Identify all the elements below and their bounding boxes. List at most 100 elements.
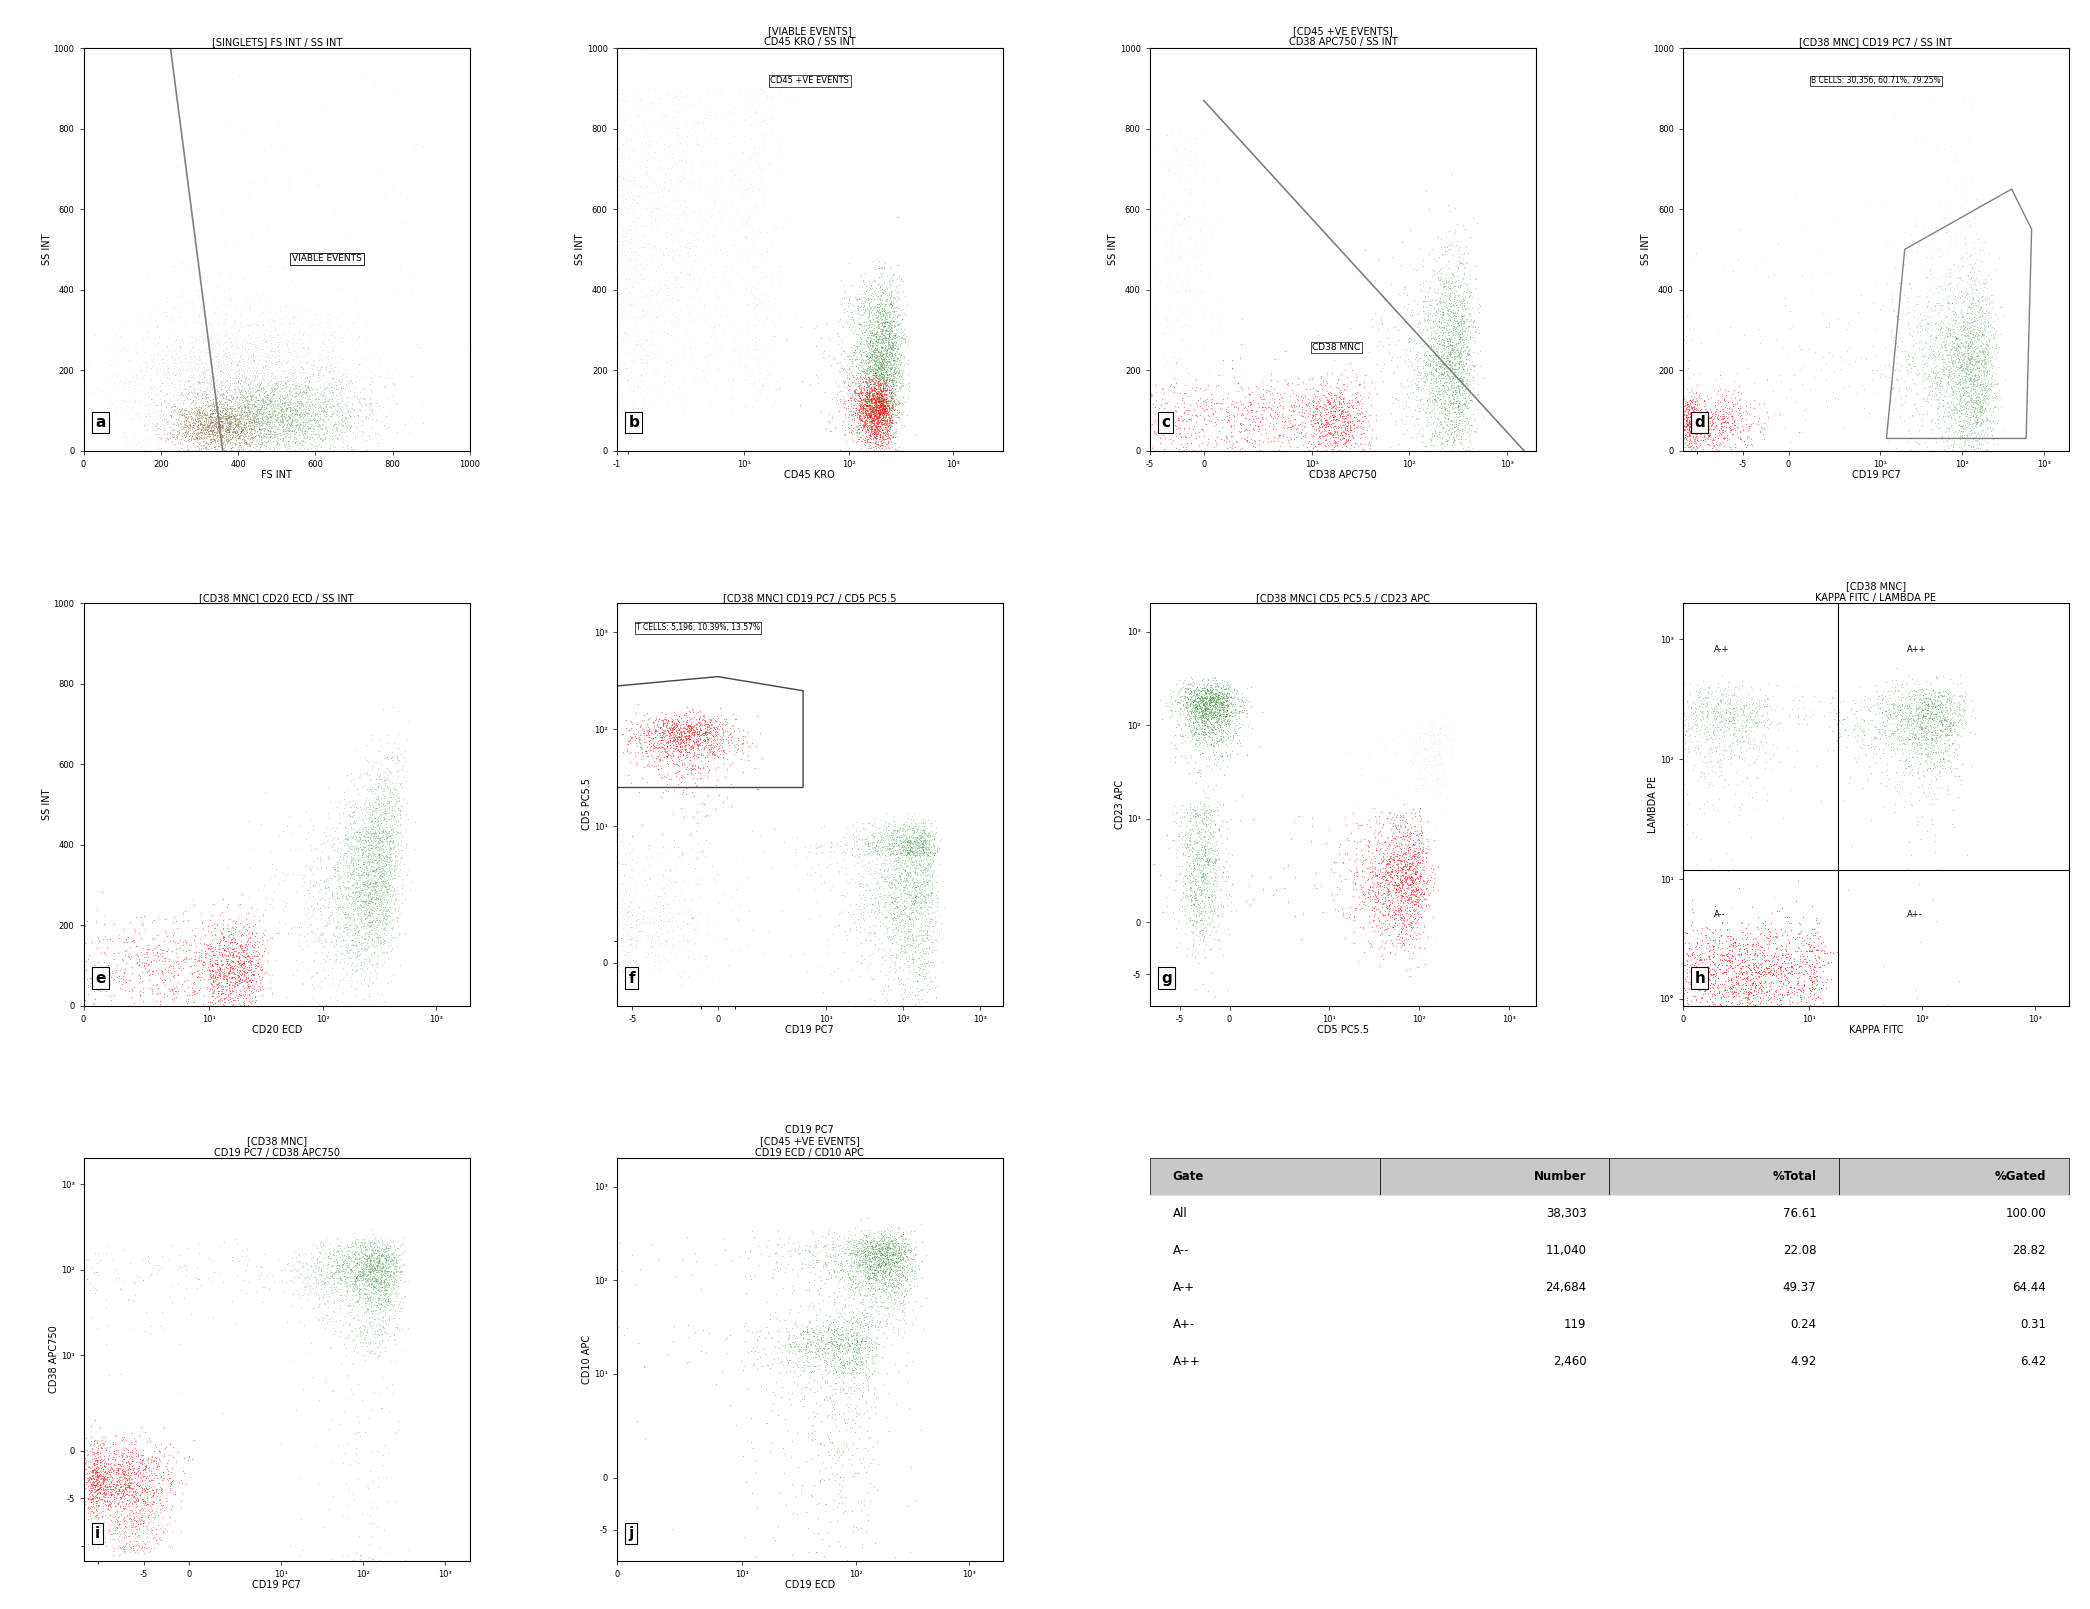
- Point: [368, 1273, 401, 1298]
- Point: [1175, 907, 1208, 933]
- Point: [366, 911, 399, 936]
- Point: [853, 830, 886, 856]
- Point: [550, 200, 583, 225]
- Point: [1137, 418, 1170, 444]
- Point: [828, 1239, 861, 1265]
- Point: [1175, 861, 1208, 887]
- Point: [1682, 969, 1716, 994]
- Point: [886, 821, 920, 846]
- Point: [1298, 401, 1331, 426]
- Point: [897, 1242, 930, 1268]
- Point: [224, 425, 257, 451]
- Point: [1678, 439, 1712, 465]
- Point: [230, 433, 263, 459]
- Point: [1327, 385, 1361, 410]
- Point: [336, 1292, 370, 1318]
- Point: [1914, 677, 1948, 703]
- Point: [1453, 285, 1486, 311]
- Point: [355, 1252, 389, 1278]
- Point: [548, 946, 581, 972]
- Point: [1448, 391, 1482, 417]
- Point: [869, 356, 903, 381]
- Point: [819, 1364, 853, 1390]
- Point: [1931, 370, 1965, 396]
- Point: [1969, 373, 2002, 399]
- Point: [245, 394, 278, 420]
- Point: [1323, 404, 1356, 430]
- Point: [90, 1459, 123, 1485]
- Point: [832, 404, 865, 430]
- Point: [1168, 690, 1202, 716]
- Point: [568, 986, 602, 1012]
- Point: [1678, 394, 1712, 420]
- Point: [895, 998, 928, 1023]
- Point: [268, 412, 301, 438]
- Point: [1342, 460, 1375, 486]
- Point: [167, 1459, 201, 1485]
- Point: [378, 1266, 412, 1292]
- Point: [1712, 669, 1745, 695]
- Point: [1434, 451, 1467, 476]
- Point: [612, 716, 646, 742]
- Point: [865, 412, 899, 438]
- Point: [309, 446, 343, 471]
- Point: [1912, 713, 1946, 739]
- Point: [1722, 399, 1756, 425]
- Point: [213, 980, 247, 1006]
- Point: [497, 309, 531, 335]
- Point: [205, 357, 238, 383]
- Point: [836, 957, 869, 983]
- Point: [263, 412, 297, 438]
- Point: [1693, 944, 1726, 970]
- Point: [876, 372, 909, 397]
- Point: [295, 415, 328, 441]
- Point: [94, 1493, 127, 1519]
- Point: [359, 833, 393, 859]
- Point: [861, 1237, 895, 1263]
- Point: [226, 346, 259, 372]
- Point: [874, 1282, 907, 1308]
- Point: [1181, 689, 1214, 714]
- Point: [205, 383, 238, 409]
- Point: [1386, 880, 1419, 906]
- Point: [568, 158, 602, 183]
- Point: [119, 1490, 153, 1516]
- Point: [1923, 317, 1956, 343]
- Point: [1705, 972, 1739, 998]
- Point: [617, 126, 650, 151]
- Point: [905, 837, 938, 862]
- Point: [903, 817, 936, 843]
- Point: [846, 407, 880, 433]
- Point: [1390, 822, 1423, 848]
- Point: [1206, 687, 1239, 713]
- Point: [899, 1242, 932, 1268]
- Point: [368, 771, 401, 796]
- Point: [855, 1361, 888, 1387]
- Point: [1446, 293, 1480, 319]
- Point: [696, 742, 729, 767]
- Point: [888, 858, 922, 883]
- Point: [1973, 372, 2006, 397]
- Point: [192, 393, 226, 418]
- Point: [146, 1466, 180, 1492]
- Point: [1919, 364, 1952, 389]
- Point: [1444, 323, 1478, 349]
- Point: [1183, 759, 1216, 785]
- Point: [669, 724, 702, 750]
- Point: [853, 328, 886, 354]
- Point: [485, 233, 518, 259]
- Point: [1705, 909, 1739, 935]
- Point: [378, 887, 412, 912]
- Point: [211, 983, 245, 1009]
- Point: [905, 922, 938, 948]
- Point: [1191, 433, 1225, 459]
- Point: [339, 1266, 372, 1292]
- Point: [374, 339, 408, 365]
- Point: [247, 402, 280, 428]
- Point: [201, 415, 234, 441]
- Point: [1168, 883, 1202, 909]
- Point: [1160, 206, 1193, 232]
- Point: [1682, 397, 1716, 423]
- Point: [1969, 438, 2002, 463]
- Point: [1158, 689, 1191, 714]
